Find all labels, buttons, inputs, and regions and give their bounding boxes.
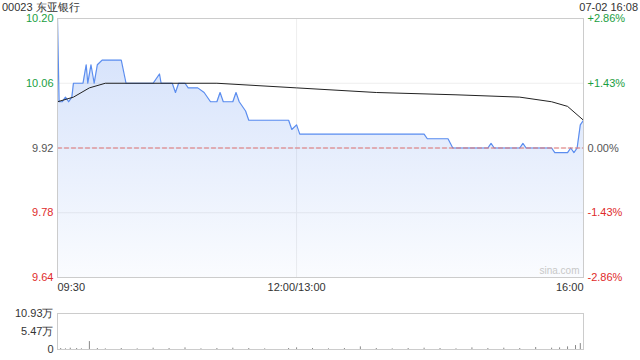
svg-text:+1.43%: +1.43% xyxy=(588,77,626,89)
svg-text:10.06: 10.06 xyxy=(26,77,54,89)
svg-text:16:00: 16:00 xyxy=(556,281,584,293)
svg-text:10.93万: 10.93万 xyxy=(15,307,54,319)
svg-text:09:30: 09:30 xyxy=(58,281,86,293)
svg-text:0: 0 xyxy=(47,343,53,355)
html-text:00023 东亚银行: 00023 东亚银行 xyxy=(2,1,80,13)
svg-text:0.00%: 0.00% xyxy=(588,142,619,154)
svg-text:9.64: 9.64 xyxy=(32,271,53,283)
svg-text:9.92: 9.92 xyxy=(32,142,53,154)
svg-text:9.78: 9.78 xyxy=(32,206,53,218)
svg-text:10.20: 10.20 xyxy=(26,14,54,24)
svg-text:5.47万: 5.47万 xyxy=(21,325,53,337)
svg-text:-1.43%: -1.43% xyxy=(588,206,623,218)
svg-text:-2.86%: -2.86% xyxy=(588,271,623,283)
svg-text:sina.com: sina.com xyxy=(539,265,579,276)
svg-text:12:00/13:00: 12:00/13:00 xyxy=(268,281,326,293)
html-text:07-02 16:08: 07-02 16:08 xyxy=(579,1,638,13)
svg-text:+2.86%: +2.86% xyxy=(588,14,626,24)
